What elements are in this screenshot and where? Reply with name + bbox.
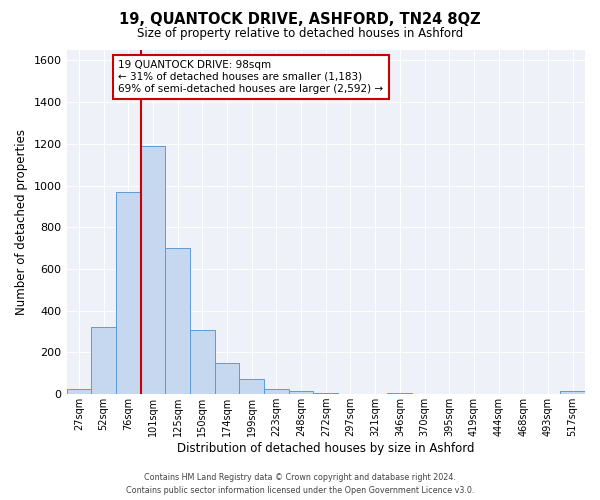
Bar [67, 389, 91, 394]
Bar [560, 391, 585, 394]
Bar [91, 328, 116, 394]
Bar [264, 389, 289, 394]
Y-axis label: Number of detached properties: Number of detached properties [15, 129, 28, 315]
Bar [388, 393, 412, 394]
Text: 19, QUANTOCK DRIVE, ASHFORD, TN24 8QZ: 19, QUANTOCK DRIVE, ASHFORD, TN24 8QZ [119, 12, 481, 28]
X-axis label: Distribution of detached houses by size in Ashford: Distribution of detached houses by size … [177, 442, 475, 455]
Bar [165, 248, 190, 394]
Text: 19 QUANTOCK DRIVE: 98sqm
← 31% of detached houses are smaller (1,183)
69% of sem: 19 QUANTOCK DRIVE: 98sqm ← 31% of detach… [118, 60, 383, 94]
Text: Contains HM Land Registry data © Crown copyright and database right 2024.
Contai: Contains HM Land Registry data © Crown c… [126, 474, 474, 495]
Text: Size of property relative to detached houses in Ashford: Size of property relative to detached ho… [137, 28, 463, 40]
Bar [313, 393, 338, 394]
Bar [215, 363, 239, 394]
Bar [239, 378, 264, 394]
Bar [116, 192, 140, 394]
Bar [140, 146, 165, 394]
Bar [190, 330, 215, 394]
Bar [289, 391, 313, 394]
